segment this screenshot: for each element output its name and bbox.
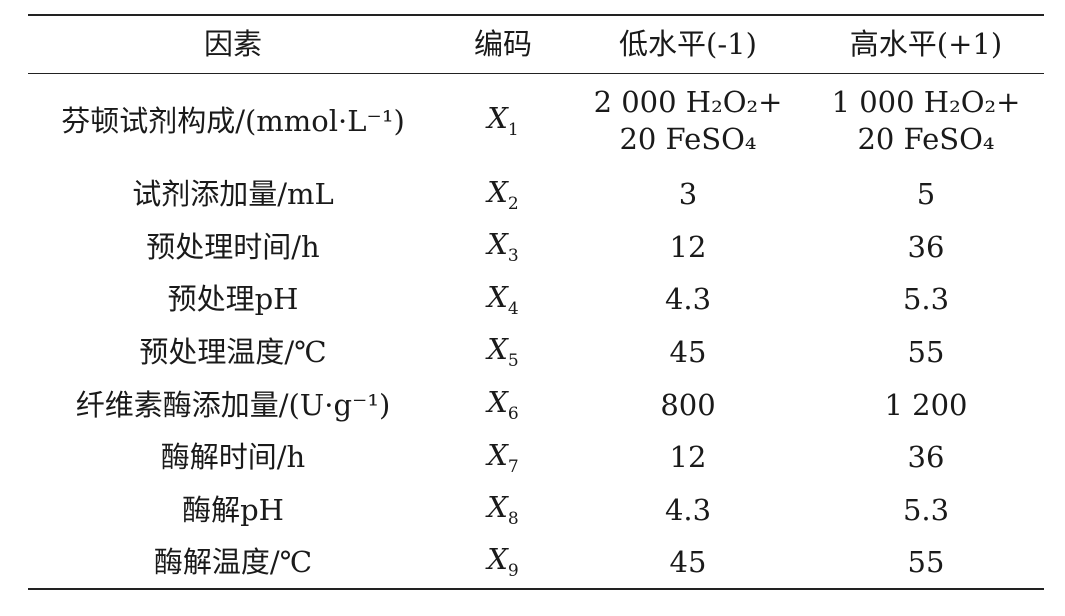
- code-letter: X: [487, 385, 508, 420]
- table-row: 酶解pH X8 4.3 5.3: [28, 484, 1044, 537]
- low-level-cell: 4.3: [664, 492, 712, 527]
- high-level-cell: 5.3: [902, 282, 950, 317]
- code-subscript: 2: [507, 193, 519, 214]
- factor-cell: 酶解pH: [182, 492, 284, 527]
- table-row: 预处理温度/℃ X5 45 55: [28, 326, 1044, 379]
- code-letter: X: [487, 437, 508, 472]
- high-level-cell: 36: [907, 229, 945, 264]
- header-high-level: 高水平(+1): [849, 27, 1003, 62]
- code-cell: X8: [438, 484, 568, 537]
- factor-cell: 试剂添加量/mL: [132, 177, 334, 212]
- header-low-level: 低水平(-1): [619, 27, 757, 62]
- code-cell: X9: [438, 536, 568, 589]
- header-factor: 因素: [203, 27, 262, 62]
- table-row: 预处理时间/h X3 12 36: [28, 221, 1044, 274]
- low-level-line-1: 2 000 H₂O₂+: [593, 84, 783, 119]
- factor-cell: 纤维素酶添加量/(U·g⁻¹): [75, 387, 391, 422]
- low-level-cell: 45: [669, 334, 707, 369]
- low-level-cell: 4.3: [664, 282, 712, 317]
- header-row: 因素 编码 低水平(-1) 高水平(+1): [28, 15, 1044, 73]
- table-row: 预处理pH X4 4.3 5.3: [28, 273, 1044, 326]
- table-header: 因素 编码 低水平(-1) 高水平(+1): [28, 15, 1044, 73]
- code-subscript: 7: [507, 456, 519, 477]
- factor-cell: 酶解温度/℃: [153, 544, 313, 579]
- low-level-cell: 12: [669, 229, 707, 264]
- code-letter: X: [487, 332, 508, 367]
- high-level-line-1: 1 000 H₂O₂+: [831, 84, 1021, 119]
- header-code: 编码: [473, 27, 532, 62]
- code-letter: X: [487, 490, 508, 525]
- low-level-cell: 45: [669, 544, 707, 579]
- high-level-cell: 36: [907, 440, 945, 475]
- factor-level-table-container: 因素 编码 低水平(-1) 高水平(+1) 芬顿试剂构成/(mmol·L⁻¹) …: [28, 14, 1044, 590]
- high-level-line-2: 20 FeSO₄: [857, 121, 995, 156]
- table-row: 试剂添加量/mL X2 3 5: [28, 168, 1044, 221]
- high-level-cell: 55: [907, 334, 945, 369]
- code-subscript: 6: [507, 404, 519, 425]
- table-row: 纤维素酶添加量/(U·g⁻¹) X6 800 1 200: [28, 378, 1044, 431]
- code-subscript: 9: [507, 561, 519, 582]
- low-level-cell: 3: [678, 177, 698, 212]
- code-cell: X3: [438, 221, 568, 274]
- factor-level-table: 因素 编码 低水平(-1) 高水平(+1) 芬顿试剂构成/(mmol·L⁻¹) …: [28, 14, 1044, 590]
- factor-cell: 酶解时间/h: [160, 440, 306, 475]
- low-level-cell: 12: [669, 440, 707, 475]
- factor-cell: 预处理pH: [167, 282, 299, 317]
- code-subscript: 8: [507, 509, 519, 530]
- code-subscript: 3: [507, 246, 519, 267]
- code-cell: X4: [438, 273, 568, 326]
- code-subscript: 4: [507, 298, 519, 319]
- code-cell: X1: [438, 73, 568, 168]
- high-level-cell: 5: [916, 177, 936, 212]
- factor-cell: 预处理时间/h: [146, 229, 320, 264]
- table-body: 芬顿试剂构成/(mmol·L⁻¹) X1 2 000 H₂O₂+ 20 FeSO₄…: [28, 73, 1044, 589]
- code-letter: X: [487, 101, 508, 136]
- factor-cell: 芬顿试剂构成/(mmol·L⁻¹): [61, 103, 405, 138]
- code-cell: X6: [438, 378, 568, 431]
- code-letter: X: [487, 174, 508, 209]
- code-letter: X: [487, 279, 508, 314]
- code-cell: X2: [438, 168, 568, 221]
- table-row: 酶解时间/h X7 12 36: [28, 431, 1044, 484]
- code-letter: X: [487, 227, 508, 262]
- high-level-cell: 55: [907, 544, 945, 579]
- low-level-cell: 800: [660, 387, 716, 422]
- code-subscript: 1: [507, 120, 519, 141]
- table-row: 酶解温度/℃ X9 45 55: [28, 536, 1044, 589]
- code-subscript: 5: [507, 351, 519, 372]
- low-level-line-2: 20 FeSO₄: [619, 121, 757, 156]
- code-letter: X: [487, 542, 508, 577]
- high-level-cell: 5.3: [902, 492, 950, 527]
- code-cell: X7: [438, 431, 568, 484]
- code-cell: X5: [438, 326, 568, 379]
- high-level-cell: 1 000 H₂O₂+ 20 FeSO₄: [808, 73, 1044, 168]
- low-level-cell: 2 000 H₂O₂+ 20 FeSO₄: [568, 73, 808, 168]
- high-level-cell: 1 200: [884, 387, 968, 422]
- table-row: 芬顿试剂构成/(mmol·L⁻¹) X1 2 000 H₂O₂+ 20 FeSO₄…: [28, 73, 1044, 168]
- factor-cell: 预处理温度/℃: [139, 334, 327, 369]
